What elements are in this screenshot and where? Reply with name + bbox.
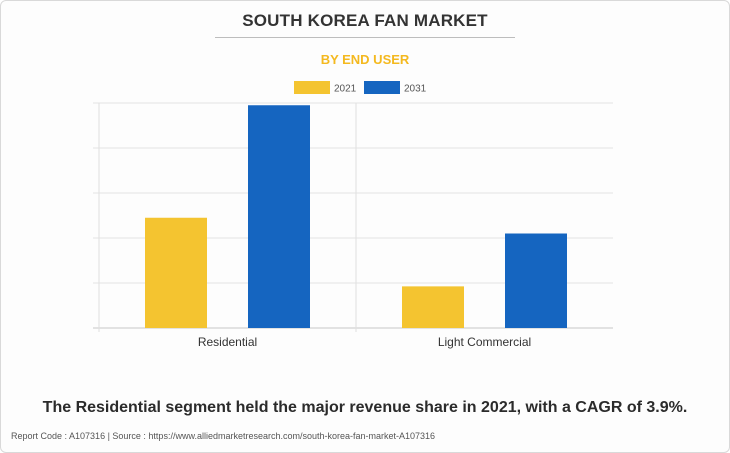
- x-tick-label: Residential: [198, 335, 257, 349]
- legend-swatch-2031: [364, 81, 400, 94]
- bar-light-commercial-2031: [505, 233, 567, 328]
- report-source: Report Code : A107316 | Source : https:/…: [11, 431, 436, 441]
- footer-summary: The Residential segment held the major r…: [42, 399, 688, 416]
- title-divider: [215, 37, 515, 38]
- bar-residential-2031: [248, 105, 310, 328]
- bar-light-commercial-2021: [402, 286, 464, 328]
- chart-subtitle: BY END USER: [320, 52, 410, 67]
- x-tick-label: Light Commercial: [438, 335, 531, 349]
- bar-chart: 2021 2031 Residential Light Commercial: [93, 81, 613, 349]
- legend-label-2031: 2031: [404, 84, 427, 95]
- legend-label-2021: 2021: [334, 84, 357, 95]
- legend-swatch-2021: [294, 81, 330, 94]
- bar-residential-2021: [145, 217, 207, 328]
- chart-title: SOUTH KOREA FAN MARKET: [242, 11, 488, 30]
